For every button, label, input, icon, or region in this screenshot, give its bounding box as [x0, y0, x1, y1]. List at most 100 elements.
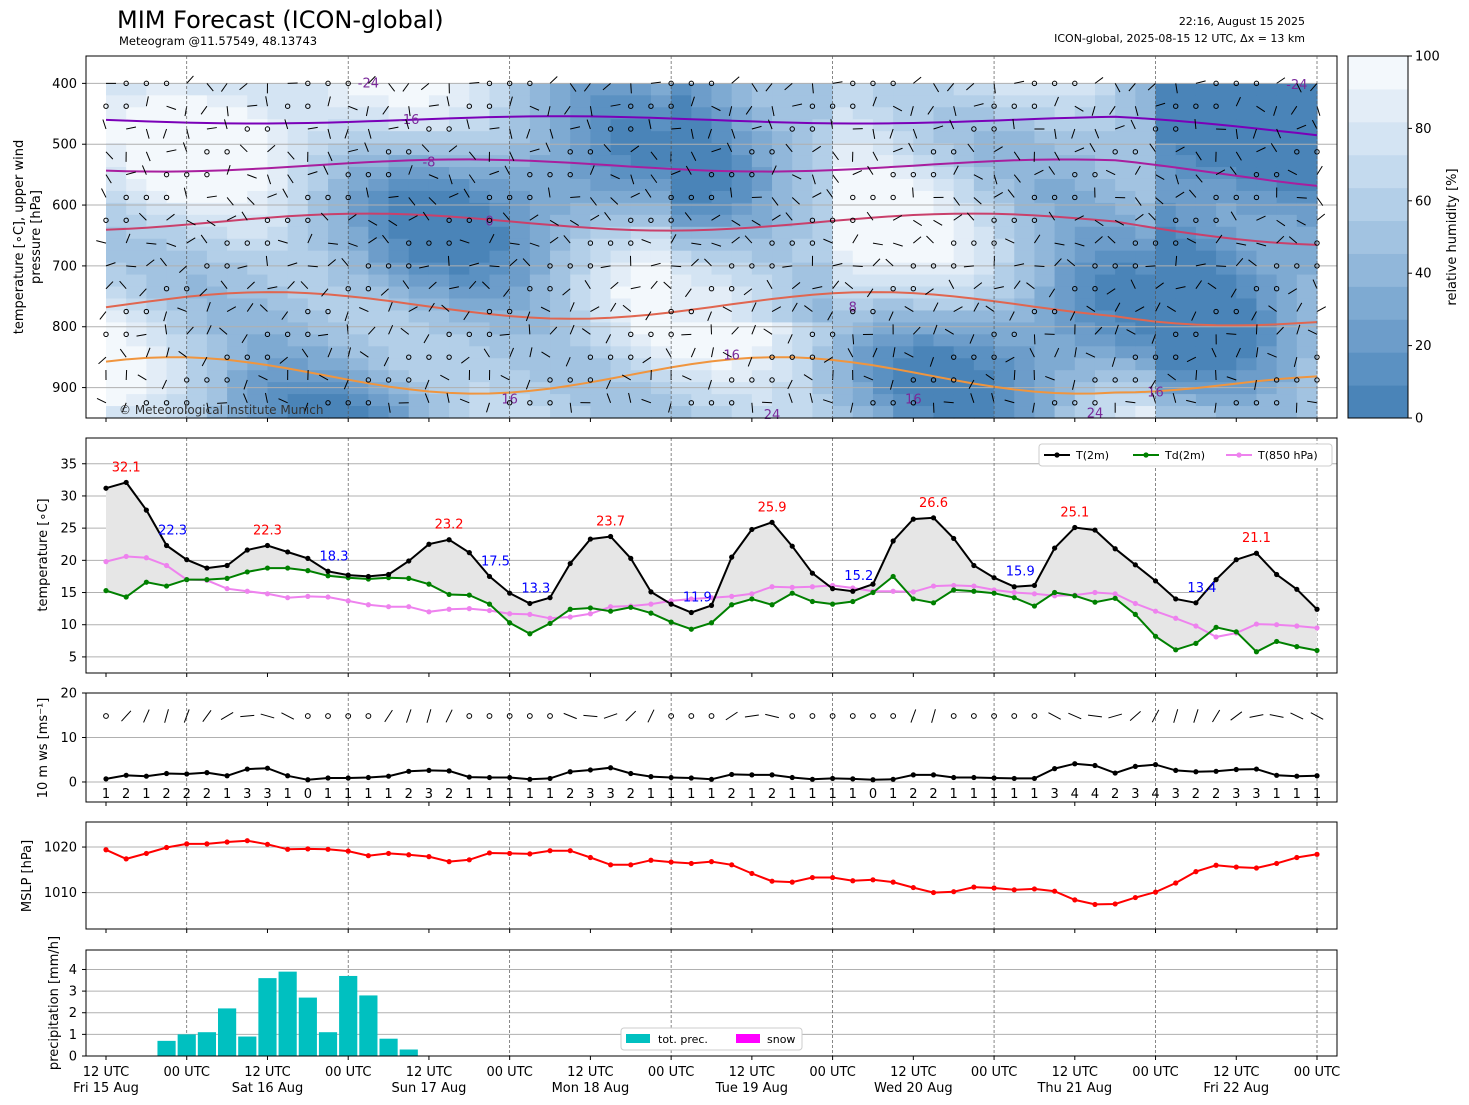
- dewpoint-point: [587, 605, 594, 611]
- humidity-cell: [106, 107, 127, 120]
- humidity-cell: [247, 382, 269, 395]
- time-tick-label: 00 UTC: [809, 1065, 855, 1080]
- calm-marker: [1031, 713, 1038, 719]
- humidity-cell: [1175, 238, 1197, 252]
- humidity-cell: [1014, 190, 1036, 204]
- humidity-cell: [166, 95, 188, 108]
- humidity-cell: [1034, 155, 1056, 168]
- humidity-cell: [872, 346, 894, 359]
- wind-barb: [1145, 265, 1156, 267]
- humidity-cell: [751, 250, 773, 264]
- humidity-cell: [106, 238, 127, 252]
- calm-marker: [506, 194, 513, 201]
- wind-barb: [327, 128, 331, 139]
- humidity-cell: [1074, 274, 1096, 288]
- humidity-cell: [913, 358, 935, 371]
- temperature-point: [1092, 527, 1098, 533]
- dewpoint-point: [850, 598, 856, 605]
- humidity-cell: [1094, 310, 1116, 323]
- wind-barb: [428, 302, 435, 312]
- humidity-cell: [832, 382, 854, 395]
- humidity-cell: [691, 274, 713, 288]
- wind-speed-point: [951, 774, 957, 781]
- humidity-cell: [973, 202, 995, 216]
- calm-marker: [567, 171, 573, 178]
- humidity-cell: [590, 238, 612, 252]
- wind-barb: [1091, 106, 1096, 116]
- wind-barb: [973, 197, 982, 205]
- humidity-cell: [206, 83, 228, 96]
- humidity-cell: [247, 95, 269, 108]
- humidity-cell: [388, 107, 410, 120]
- wind-barb: [569, 219, 579, 226]
- humidity-cell: [529, 382, 551, 395]
- dewpoint-point: [1132, 611, 1138, 618]
- calm-marker: [1233, 80, 1239, 87]
- humidity-cell: [509, 298, 531, 312]
- humidity-cell: [973, 107, 995, 120]
- wind-barb: [927, 105, 934, 115]
- humidity-cell: [933, 346, 955, 359]
- wind-barb: [447, 255, 450, 266]
- humidity-cell: [1094, 238, 1116, 252]
- wind-barb: [889, 379, 894, 390]
- wind-barb: [509, 258, 518, 267]
- humidity-cell: [408, 406, 430, 419]
- humidity-cell: [146, 226, 168, 240]
- humidity-cell: [913, 382, 935, 395]
- wind-barb: [730, 187, 733, 198]
- humidity-cell: [671, 406, 692, 419]
- humidity-cell: [307, 83, 329, 96]
- t850-point: [1213, 634, 1219, 640]
- humidity-cell: [1074, 95, 1096, 108]
- humidity-cell: [489, 334, 511, 347]
- humidity-cell: [529, 370, 551, 383]
- temperature-point: [850, 588, 856, 594]
- humidity-cell: [650, 382, 672, 395]
- humidity-cell: [247, 310, 269, 323]
- calm-marker: [446, 126, 452, 132]
- calm-marker: [143, 308, 150, 315]
- humidity-cell: [913, 190, 935, 204]
- mslp-point: [466, 857, 472, 863]
- calm-marker: [123, 331, 129, 338]
- calm-marker: [1213, 194, 1219, 201]
- humidity-cell: [994, 119, 1015, 132]
- humidity-cell: [1195, 131, 1217, 144]
- humidity-cell: [671, 334, 692, 347]
- wind-barb: [1230, 288, 1237, 298]
- humidity-cell: [691, 143, 713, 156]
- humidity-cell: [368, 131, 390, 144]
- humidity-cell: [428, 107, 450, 120]
- beaufort-label: 1: [102, 787, 110, 802]
- humidity-cell: [428, 394, 450, 407]
- humidity-cell: [166, 322, 188, 335]
- beaufort-label: 1: [142, 787, 150, 802]
- calm-marker: [1314, 149, 1320, 155]
- humidity-cell: [1236, 95, 1258, 108]
- beaufort-label: 1: [1272, 787, 1280, 802]
- humidity-cell: [590, 95, 612, 108]
- humidity-cell: [630, 250, 652, 264]
- humidity-cell: [1135, 334, 1157, 347]
- humidity-cell: [247, 190, 269, 204]
- humidity-cell: [731, 322, 753, 335]
- day-label: Fri 22 Aug: [1203, 1081, 1269, 1096]
- humidity-cell: [630, 131, 652, 144]
- humidity-cell: [792, 155, 814, 168]
- humidity-cell: [186, 298, 208, 312]
- wind-barb: [126, 171, 136, 176]
- calm-marker: [728, 171, 735, 178]
- wind-barb: [368, 237, 377, 244]
- wind-barb: [121, 402, 127, 413]
- humidity-cell: [1034, 131, 1056, 144]
- calm-marker: [870, 80, 876, 87]
- humidity-cell: [832, 394, 854, 407]
- humidity-cell: [489, 167, 511, 180]
- humidity-cell: [368, 298, 390, 312]
- calm-marker: [1031, 217, 1038, 223]
- mslp-point: [1173, 880, 1179, 886]
- wind-barb: [428, 174, 439, 179]
- wind-barb: [549, 219, 559, 226]
- extreme-label: 11.9: [683, 590, 712, 605]
